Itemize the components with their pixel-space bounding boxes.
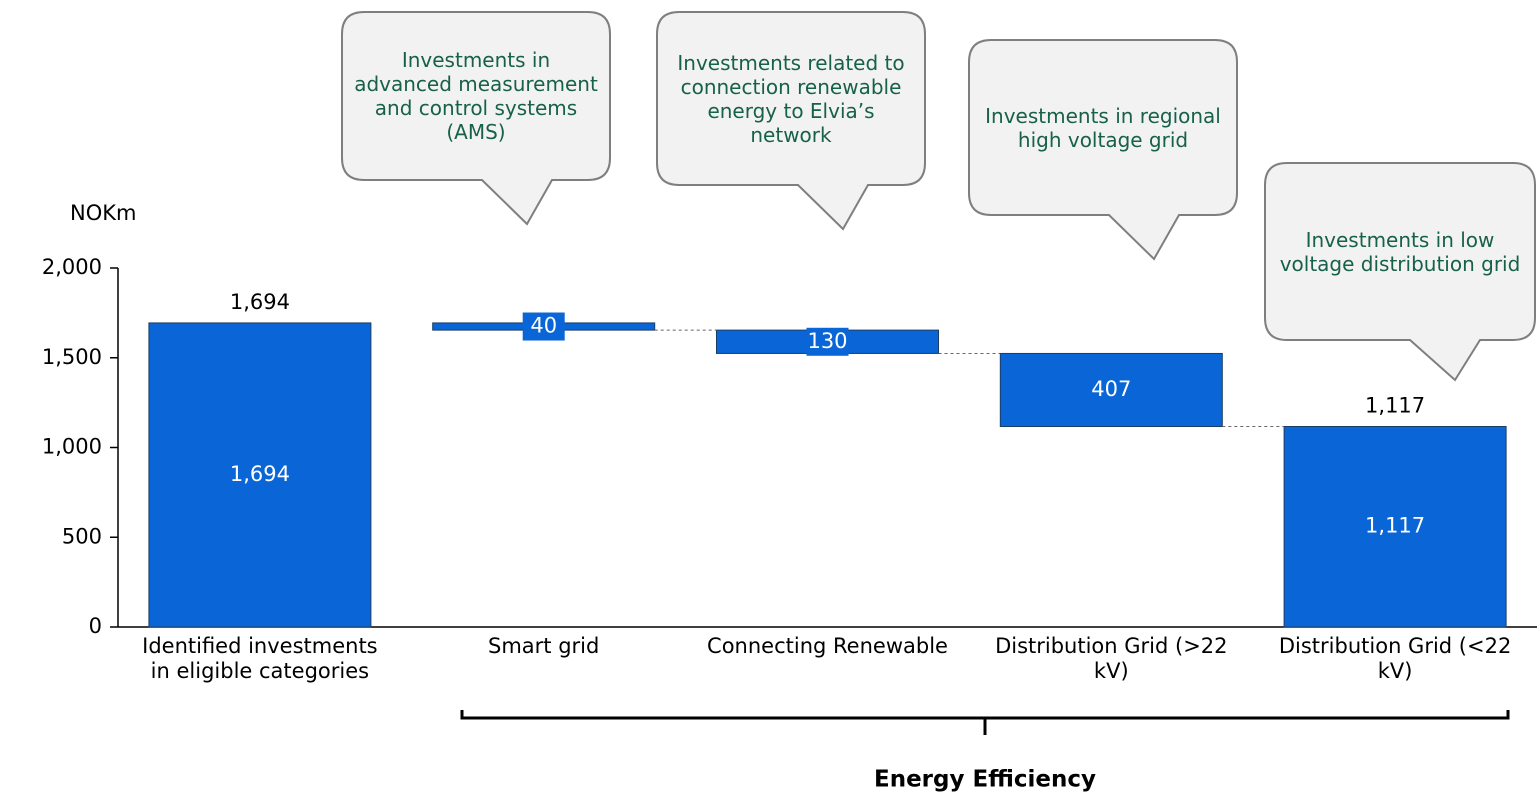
y-tick-label: 1,000 (42, 435, 102, 459)
value-label-box (1090, 375, 1133, 404)
callout-text: Investments in low voltage distribution … (1279, 227, 1521, 276)
x-tick-label: Connecting Renewable (707, 634, 948, 658)
y-tick-label: 500 (62, 524, 102, 548)
value-label: 1,117 (1365, 393, 1425, 417)
callout-bubble (341, 11, 611, 226)
value-label: 130 (807, 329, 847, 353)
callout-text: Investments related to connection renewa… (677, 50, 905, 147)
callout-text: Investments in regional high voltage gri… (985, 103, 1221, 152)
x-tick-label: Identified investments in eligible categ… (142, 634, 378, 684)
y-tick-label: 1,500 (42, 345, 102, 369)
x-tick-label: Smart grid (488, 634, 600, 658)
value-label-box (806, 327, 849, 356)
value-label-box (522, 312, 565, 341)
value-label: 1,117 (1365, 514, 1425, 538)
callout-bubble (656, 11, 926, 231)
value-label: 1,694 (230, 290, 290, 314)
y-axis-label: NOKm (70, 201, 136, 225)
x-tick-label: Distribution Grid (<22 kV) (1278, 634, 1512, 684)
value-label: 407 (1091, 377, 1131, 401)
x-tick-label: Distribution Grid (>22 kV) (995, 634, 1228, 684)
callout-bubble (1264, 162, 1536, 382)
callout-bubble (968, 39, 1238, 261)
bar (1283, 425, 1507, 628)
value-label: 1,694 (230, 462, 290, 486)
group-bracket (460, 710, 1510, 735)
callout-text: Investments in advanced measurement and … (354, 48, 598, 144)
group-label: Energy Efficiency (874, 767, 1096, 793)
value-label: 40 (530, 314, 557, 338)
y-tick-label: 0 (89, 614, 102, 638)
bar (148, 322, 372, 628)
y-tick-label: 2,000 (42, 255, 102, 279)
